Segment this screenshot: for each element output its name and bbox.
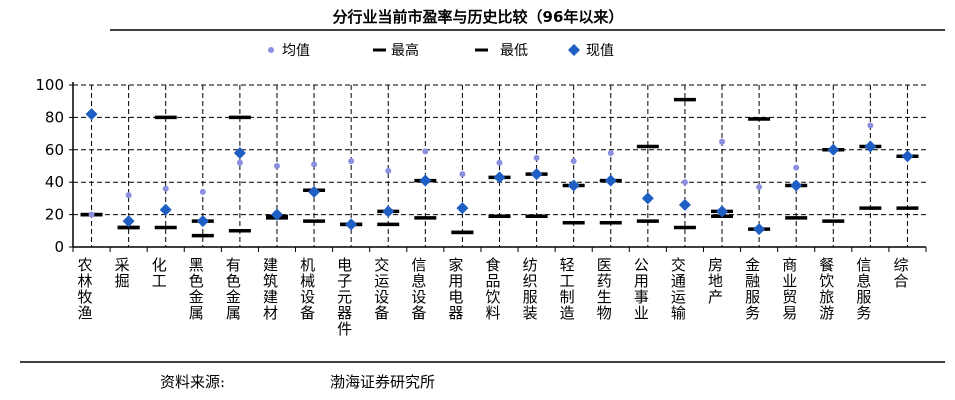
y-tick-label: 40: [45, 173, 64, 191]
mean-point: [236, 159, 243, 166]
y-tick-labels: 0 20 40 60 80 100: [35, 76, 64, 256]
x-tick-label: 交运设备: [372, 256, 390, 321]
current-point: [308, 185, 321, 198]
mean-point: [719, 138, 726, 145]
x-tick-label: 金融服务: [743, 257, 761, 321]
x-tick-label: 化工: [150, 257, 168, 289]
mean-point: [496, 159, 503, 166]
x-tick-label: 信息设备: [409, 257, 427, 321]
x-tick-label: 综合: [891, 257, 909, 289]
axes: [69, 82, 927, 252]
mean-point: [459, 171, 466, 178]
mean-point: [199, 188, 206, 195]
data-marks: [80, 97, 919, 238]
current-point: [345, 218, 358, 231]
x-tick-label: 公用事业: [632, 257, 650, 321]
x-tick-label: 商业贸易: [780, 257, 798, 321]
x-tick-label: 房地产: [706, 257, 724, 305]
mean-point: [125, 192, 132, 199]
source-name: 渤海证券研究所: [330, 373, 435, 391]
current-point: [790, 179, 803, 192]
x-tick-label: 黑色金属: [187, 257, 205, 321]
source-label: 资料来源:: [160, 373, 225, 391]
x-tick-label: 采掘: [113, 257, 131, 289]
mean-point: [793, 164, 800, 171]
current-point: [270, 208, 283, 221]
chart-title: 分行业当前市盈率与历史比较（96年以来）: [333, 8, 624, 26]
y-tick-label: 0: [54, 238, 64, 256]
x-tick-label: 电子元器件: [335, 257, 353, 337]
current-point: [196, 215, 209, 228]
mean-point: [756, 184, 763, 191]
mean-point: [533, 154, 540, 161]
current-point: [567, 179, 580, 192]
x-tick-label: 信息服务: [854, 257, 872, 321]
x-tick-label: 纺织服装: [521, 257, 539, 321]
current-point: [678, 198, 691, 211]
x-tick-label: 食品饮料: [484, 257, 502, 321]
mean-point: [88, 211, 95, 218]
mean-point: [607, 150, 614, 157]
current-point: [419, 174, 432, 187]
current-point: [716, 205, 729, 218]
current-point: [382, 205, 395, 218]
mean-point: [273, 163, 280, 169]
legend-current-label: 现值: [586, 43, 614, 59]
legend: 均值 最高 最低 现值: [268, 42, 614, 59]
x-tick-label: 餐饮旅游: [817, 257, 835, 321]
mean-point: [311, 161, 318, 168]
current-point: [604, 174, 617, 187]
y-tick-label: 60: [45, 141, 64, 159]
mean-point: [681, 179, 688, 186]
mean-point: [422, 148, 429, 155]
legend-current-icon: [568, 44, 580, 56]
current-point: [85, 108, 98, 121]
current-point: [753, 223, 766, 236]
legend-min-label: 最低: [500, 43, 528, 59]
current-point: [493, 171, 506, 184]
legend-max-label: 最高: [391, 42, 419, 59]
x-tick-label: 建筑建材: [261, 257, 279, 321]
x-tick-label: 有色金属: [224, 257, 242, 321]
x-tick-label: 医药生物: [595, 257, 613, 321]
mean-point: [348, 158, 355, 165]
current-point: [901, 150, 914, 163]
legend-mean-label: 均值: [282, 43, 310, 59]
current-point: [122, 215, 135, 228]
current-point: [530, 168, 543, 181]
current-point: [827, 143, 840, 156]
x-tick-labels: 农林牧渔 采掘 化工 黑色金属 有色金属 建筑建材 机械设备 电子元器件 交运设备 信息设备 家用电…: [76, 256, 910, 337]
mean-point: [162, 185, 169, 192]
x-tick-label: 农林牧渔: [76, 257, 94, 321]
current-point: [159, 203, 172, 216]
y-tick-label: 80: [45, 108, 64, 126]
current-point: [864, 140, 877, 153]
x-tick-label: 轻工制造: [558, 257, 576, 321]
x-tick-label: 机械设备: [298, 257, 316, 321]
x-tick-label: 交通运输: [669, 256, 687, 321]
current-point: [456, 202, 469, 215]
legend-mean-icon: [268, 47, 274, 53]
current-point: [233, 147, 246, 160]
mean-point: [867, 122, 874, 129]
x-tick-label: 家用电器: [446, 257, 464, 321]
mean-point: [385, 167, 392, 174]
y-tick-label: 100: [35, 76, 64, 94]
y-tick-label: 20: [45, 206, 64, 224]
current-point: [641, 192, 654, 205]
mean-point: [570, 158, 577, 165]
